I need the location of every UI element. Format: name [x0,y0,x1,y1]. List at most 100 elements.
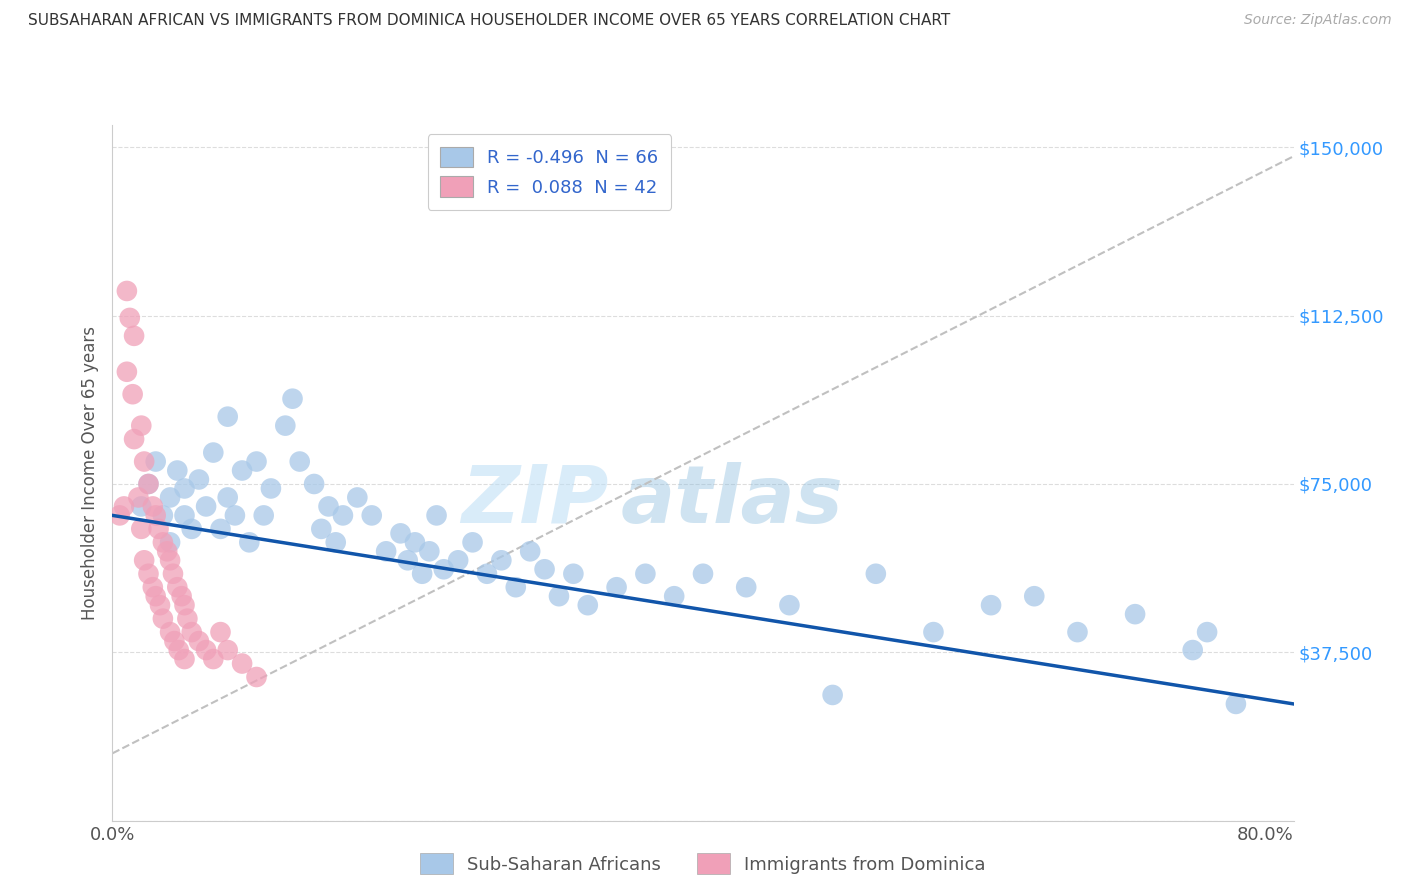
Point [202,652,225,666]
Point [1197,625,1219,640]
Text: SUBSAHARAN AFRICAN VS IMMIGRANTS FROM DOMINICA HOUSEHOLDER INCOME OVER 65 YEARS : SUBSAHARAN AFRICAN VS IMMIGRANTS FROM DO… [28,13,950,29]
Point [778,598,800,612]
Point [389,526,412,541]
Point [311,522,333,536]
Point [865,566,887,581]
Point [396,553,419,567]
Point [129,500,152,514]
Point [245,670,267,684]
Y-axis label: Householder Income Over 65 years: Householder Income Over 65 years [80,326,98,620]
Point [156,544,179,558]
Point [217,491,239,505]
Point [447,553,470,567]
Point [425,508,447,523]
Point [533,562,555,576]
Point [922,625,945,640]
Point [1123,607,1146,622]
Point [1024,589,1046,603]
Point [149,598,172,612]
Point [1225,697,1247,711]
Point [145,454,167,468]
Point [173,508,195,523]
Point [576,598,599,612]
Point [634,566,657,581]
Point [180,625,202,640]
Point [519,544,541,558]
Point [253,508,276,523]
Text: atlas: atlas [620,461,844,540]
Point [224,508,246,523]
Point [274,418,297,433]
Point [217,643,239,657]
Point [245,454,267,468]
Point [332,508,354,523]
Point [288,454,311,468]
Point [118,310,141,325]
Point [159,491,181,505]
Point [302,477,325,491]
Point [108,508,131,523]
Point [606,580,628,594]
Point [195,643,218,657]
Point [121,387,143,401]
Point [170,589,193,603]
Point [346,491,368,505]
Point [411,566,433,581]
Point [491,553,513,567]
Point [209,522,232,536]
Point [461,535,484,549]
Point [1066,625,1088,640]
Point [145,508,167,523]
Point [1181,643,1204,657]
Point [138,477,160,491]
Point [217,409,239,424]
Point [138,477,160,491]
Point [360,508,382,523]
Point [475,566,498,581]
Point [209,625,232,640]
Point [129,522,152,536]
Point [231,463,253,477]
Point [142,580,165,594]
Point [231,657,253,671]
Point [145,589,167,603]
Point [318,500,340,514]
Point [134,553,156,567]
Point [260,482,283,496]
Point [176,612,198,626]
Point [238,535,260,549]
Point [152,535,174,549]
Point [735,580,758,594]
Point [187,634,209,648]
Point [159,535,181,549]
Point [163,634,186,648]
Point [173,482,195,496]
Point [173,598,195,612]
Point [166,463,188,477]
Point [692,566,714,581]
Point [202,445,225,459]
Point [134,454,156,468]
Point [418,544,440,558]
Text: ZIP: ZIP [461,461,609,540]
Point [548,589,571,603]
Point [138,566,160,581]
Legend: Sub-Saharan Africans, Immigrants from Dominica: Sub-Saharan Africans, Immigrants from Do… [413,846,993,881]
Point [159,625,181,640]
Point [162,566,184,581]
Point [166,580,188,594]
Point [821,688,844,702]
Point [129,418,152,433]
Point [187,473,209,487]
Point [167,643,190,657]
Point [122,329,145,343]
Text: Source: ZipAtlas.com: Source: ZipAtlas.com [1244,13,1392,28]
Point [325,535,347,549]
Point [375,544,398,558]
Point [404,535,426,549]
Point [505,580,527,594]
Point [152,612,174,626]
Point [562,566,585,581]
Point [980,598,1002,612]
Point [115,365,138,379]
